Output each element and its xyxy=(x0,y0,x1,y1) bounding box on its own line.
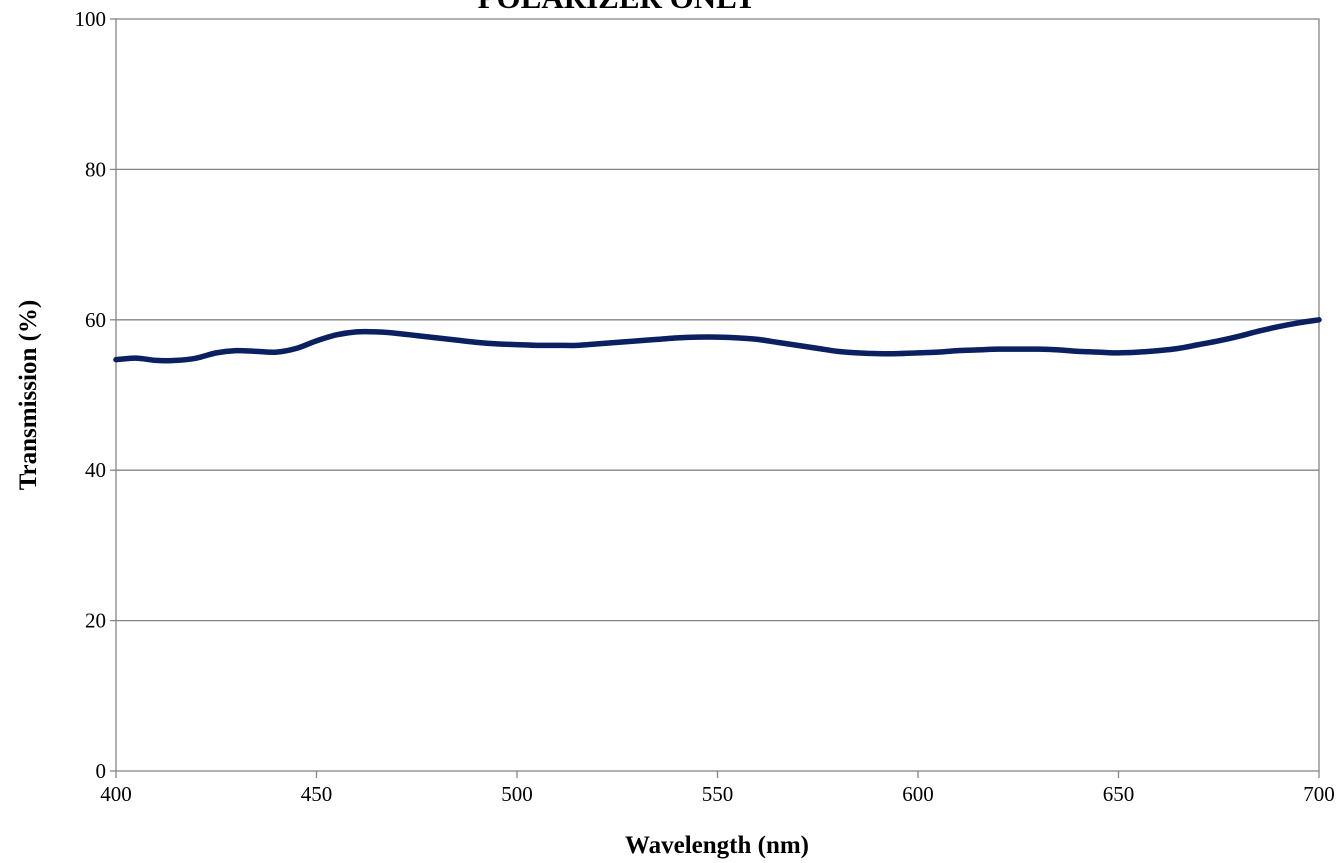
y-tick-label: 60 xyxy=(85,308,106,332)
x-tick-label: 600 xyxy=(902,782,934,806)
gridlines xyxy=(110,18,1319,772)
y-tick-label: 100 xyxy=(75,7,107,31)
y-tick-label: 40 xyxy=(85,458,106,482)
chart-title: POLARIZER ONLY xyxy=(478,0,757,15)
x-tick-label: 450 xyxy=(301,782,333,806)
plot-frame xyxy=(115,18,1320,772)
x-tick-label: 400 xyxy=(100,782,132,806)
x-tick-label: 700 xyxy=(1303,782,1335,806)
x-tick-labels: 400 450 500 550 600 650 700 xyxy=(100,782,1335,806)
x-ticks xyxy=(115,771,1320,778)
plot-area: 0 20 40 60 80 100 400 450 500 550 600 650 700 xyxy=(75,7,1335,806)
x-tick-label: 500 xyxy=(501,782,533,806)
series-line-transmission xyxy=(113,317,1322,364)
y-tick-label: 80 xyxy=(85,157,106,181)
series-group xyxy=(113,317,1322,364)
y-tick-label: 0 xyxy=(96,759,107,783)
x-axis-title: Wavelength (nm) xyxy=(625,832,809,859)
y-axis-title: Transmission (%) xyxy=(15,300,42,491)
y-tick-labels: 0 20 40 60 80 100 xyxy=(75,7,107,783)
x-tick-label: 550 xyxy=(702,782,734,806)
x-tick-label: 650 xyxy=(1103,782,1135,806)
y-tick-label: 20 xyxy=(85,609,106,633)
